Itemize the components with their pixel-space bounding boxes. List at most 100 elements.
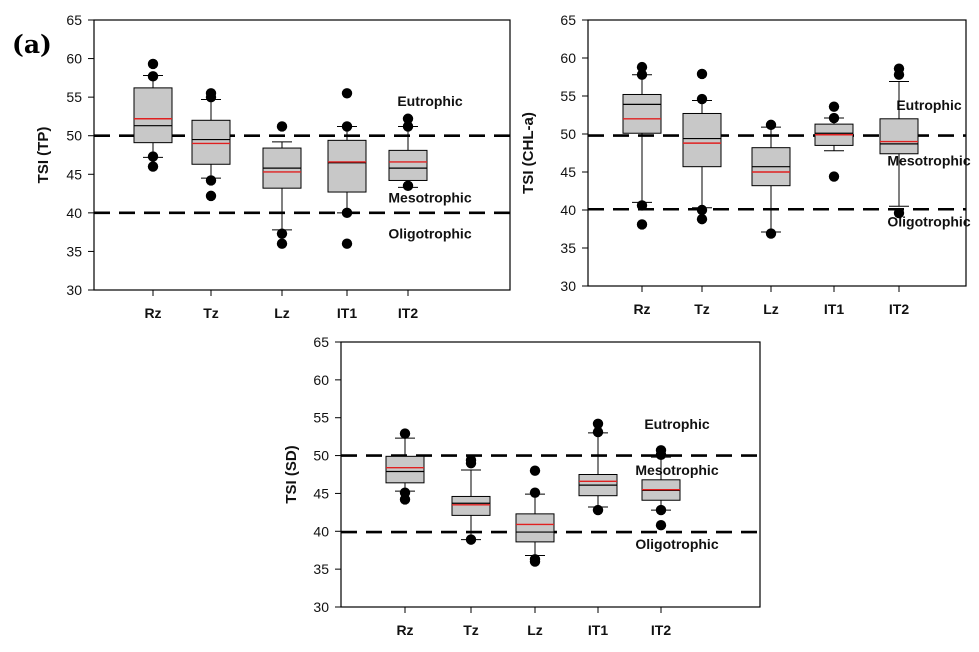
iqr-box	[327, 139, 367, 193]
outlier-point	[696, 93, 708, 105]
iqr-box	[388, 149, 428, 181]
outlier-point	[402, 121, 414, 132]
x-tick-label: Tz	[694, 301, 710, 317]
outlier-point	[655, 520, 667, 531]
outlier-point	[147, 151, 159, 162]
iqr-box	[133, 87, 173, 144]
x-tick-label: IT2	[398, 305, 418, 321]
x-tick-label: Rz	[396, 622, 413, 638]
box-lz	[751, 119, 791, 239]
box-it2	[388, 113, 428, 192]
x-tick-label: IT1	[588, 622, 608, 638]
y-tick-label: 45	[66, 166, 82, 182]
plot-frame	[93, 19, 511, 291]
iqr-box	[515, 513, 555, 543]
x-tick-label: Lz	[527, 622, 543, 638]
x-tick-label: Lz	[274, 305, 290, 321]
box-tz	[191, 88, 231, 202]
outlier-point	[341, 238, 353, 249]
zone-label-oligotrophic: Oligotrophic	[635, 536, 718, 552]
outlier-point	[655, 504, 667, 516]
box-it1	[814, 101, 854, 182]
zone-label-mesotrophic: Mesotrophic	[887, 153, 970, 169]
y-axis-title: TSI (TP)	[35, 127, 52, 184]
y-tick-label: 50	[560, 126, 576, 142]
outlier-point	[147, 71, 159, 82]
y-tick-label: 65	[560, 12, 576, 28]
y-tick-label: 60	[313, 372, 329, 388]
y-tick-label: 45	[560, 164, 576, 180]
zone-label-eutrophic: Eutrophic	[644, 416, 710, 432]
outlier-point	[636, 61, 648, 73]
x-tick-label: IT2	[889, 301, 909, 317]
y-axis-title: TSI (SD)	[283, 445, 300, 503]
y-tick-label: 35	[313, 561, 329, 577]
zone-label-oligotrophic: Oligotrophic	[887, 213, 970, 229]
outlier-point	[399, 428, 411, 439]
plot-frame	[340, 341, 761, 608]
box-tz	[451, 454, 491, 545]
chart-panel-2: 30 35 40 45 50 55 60 65 TSI (CHL-a) Eutrophic Meso…	[520, 12, 971, 317]
box-rz	[385, 428, 425, 505]
outlier-point	[465, 534, 477, 545]
outlier-point	[893, 63, 905, 74]
box-rz	[133, 58, 173, 172]
outlier-point	[529, 465, 541, 476]
outlier-point	[828, 171, 840, 182]
zone-label-mesotrophic: Mesotrophic	[388, 189, 471, 205]
y-axis-title: TSI (CHL-a)	[520, 112, 537, 194]
outlier-point	[205, 88, 217, 99]
panel-label: (a)	[12, 30, 52, 59]
chart-panel-3: 30 35 40 45 50 55 60 65 TSI (SD) Eutrophic Mesotro…	[283, 334, 761, 638]
y-tick-label: 55	[66, 89, 82, 105]
y-tick-label: 45	[313, 485, 329, 501]
outlier-point	[696, 204, 708, 216]
outlier-point	[529, 554, 541, 565]
outlier-point	[205, 175, 217, 186]
outlier-point	[276, 121, 288, 132]
y-tick-label: 30	[560, 278, 576, 294]
outlier-point	[341, 207, 353, 219]
outlier-point	[636, 219, 648, 230]
y-tick-label: 65	[313, 334, 329, 350]
y-tick-label: 30	[66, 282, 82, 298]
chart-panel-1: 30 35 40 45 50 55 60 65 TSI (TP) Eutrophic Mesotro…	[35, 12, 511, 321]
outlier-point	[592, 426, 604, 438]
iqr-box	[191, 119, 231, 165]
box-lz	[262, 121, 302, 249]
x-tick-label: IT2	[651, 622, 671, 638]
outlier-point	[828, 101, 840, 112]
outlier-point	[276, 238, 288, 249]
outlier-point	[636, 200, 648, 211]
iqr-box	[682, 112, 722, 168]
iqr-box	[385, 455, 425, 484]
zone-label-eutrophic: Eutrophic	[896, 97, 962, 113]
zone-label-eutrophic: Eutrophic	[397, 93, 463, 109]
outlier-point	[765, 119, 777, 131]
y-tick-label: 60	[560, 50, 576, 66]
y-tick-label: 55	[313, 410, 329, 426]
x-tick-label: IT1	[337, 305, 357, 321]
box-rz	[622, 61, 662, 230]
outlier-point	[399, 487, 411, 498]
box-it2	[641, 445, 681, 531]
box-lz	[515, 465, 555, 567]
outlier-point	[636, 69, 648, 80]
y-tick-label: 30	[313, 599, 329, 615]
outlier-point	[696, 68, 708, 80]
x-tick-label: Tz	[463, 622, 479, 638]
outlier-point	[696, 213, 708, 225]
plot-frame	[587, 19, 967, 287]
outlier-point	[592, 504, 604, 516]
y-tick-label: 40	[66, 205, 82, 221]
x-tick-label: Rz	[633, 301, 650, 317]
y-tick-label: 40	[560, 202, 576, 218]
outlier-point	[276, 228, 288, 239]
y-tick-label: 40	[313, 523, 329, 539]
y-tick-label: 35	[66, 243, 82, 259]
outlier-point	[205, 190, 217, 202]
y-tick-label: 65	[66, 12, 82, 28]
iqr-box	[622, 93, 662, 134]
